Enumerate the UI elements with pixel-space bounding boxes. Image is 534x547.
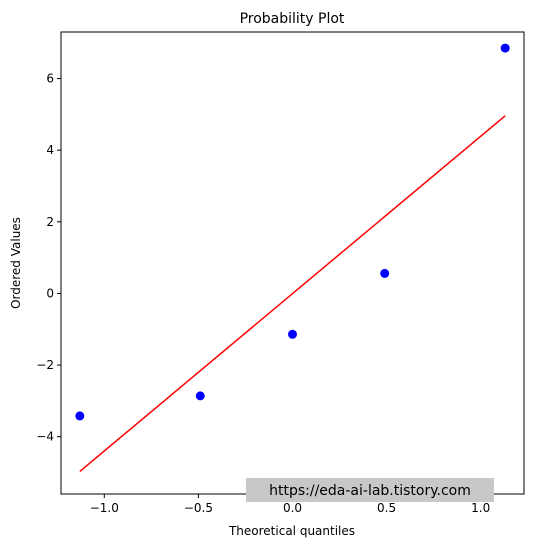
y-tick-label: 4 <box>46 143 54 157</box>
watermark-background <box>246 478 494 502</box>
x-tick-label: 1.0 <box>471 501 490 515</box>
y-axis-label: Ordered Values <box>9 217 23 309</box>
y-axis-ticks: −4 −2 0 2 4 6 <box>36 72 61 444</box>
y-tick-label: 2 <box>46 215 54 229</box>
y-tick-label: −4 <box>36 430 54 444</box>
points-layer <box>75 43 510 421</box>
fit-line <box>79 115 506 473</box>
x-axis-ticks: −1.0 −0.5 0.0 0.5 1.0 <box>90 494 490 515</box>
x-tick-label: 0.5 <box>377 501 396 515</box>
x-tick-label: 0.0 <box>283 501 302 515</box>
plot-area <box>60 31 525 495</box>
data-point <box>380 268 390 278</box>
data-point <box>75 411 85 421</box>
x-axis-label: Theoretical quantiles <box>228 524 355 538</box>
data-point <box>500 43 510 53</box>
data-point <box>195 391 205 401</box>
y-tick-label: 0 <box>46 286 54 300</box>
x-tick-label: −1.0 <box>90 501 119 515</box>
watermark-text: https://eda-ai-lab.tistory.com <box>269 483 471 499</box>
axes-frame <box>60 31 525 495</box>
data-point <box>288 329 297 339</box>
watermark: https://eda-ai-lab.tistory.com <box>246 478 494 502</box>
y-tick-label: −2 <box>36 358 54 372</box>
chart-title: Probability Plot <box>240 11 345 27</box>
y-tick-label: 6 <box>46 72 54 86</box>
x-tick-label: −0.5 <box>184 501 213 515</box>
